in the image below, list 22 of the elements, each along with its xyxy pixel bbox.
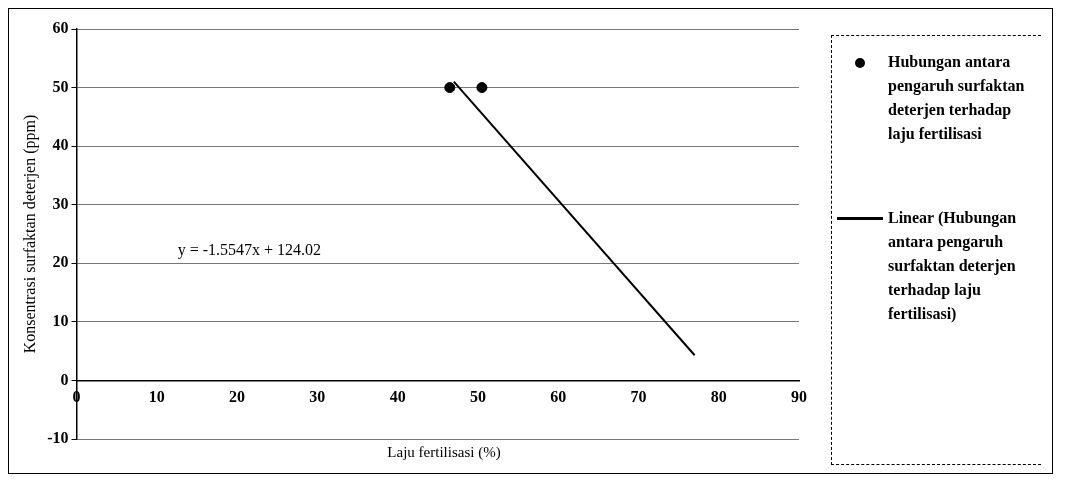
y-tick-label: 0 — [60, 370, 69, 388]
x-tick-label: 10 — [148, 388, 165, 406]
x-tick-label: 40 — [389, 388, 406, 406]
x-tick-label: 50 — [469, 388, 486, 406]
annotation: y = -1.5547x + 124.02 — [177, 240, 322, 259]
y-tick-label: 10 — [52, 312, 69, 329]
legend-label: Linear (Hubungan antara pengaruh surfaktan deterjen terhadap laju fertilisasi) — [888, 208, 1018, 325]
x-tick-label: 80 — [710, 388, 727, 406]
y-tick-label: 30 — [52, 194, 69, 212]
y-tick-label: -10 — [47, 429, 69, 447]
legend-label: Hubungan antara pengaruh surfaktan deterjen terhadap laju fertilisasi — [888, 52, 1026, 145]
y-tick-label: 20 — [52, 253, 69, 271]
x-axis-title: Laju fertilisasi (%) — [387, 444, 501, 460]
y-tick-label: 60 — [52, 19, 69, 37]
y-tick-label: 40 — [52, 136, 69, 154]
x-tick-label: 30 — [309, 388, 326, 406]
x-tick-label: 60 — [550, 388, 567, 406]
x-tick-label: 70 — [630, 388, 647, 406]
y-tick-label: 50 — [52, 77, 69, 95]
x-tick-label: 20 — [229, 388, 246, 406]
x-tick-label: 90 — [791, 388, 807, 406]
y-axis-title: Konsentrasi surfaktan deterjen (ppm) — [20, 114, 39, 354]
